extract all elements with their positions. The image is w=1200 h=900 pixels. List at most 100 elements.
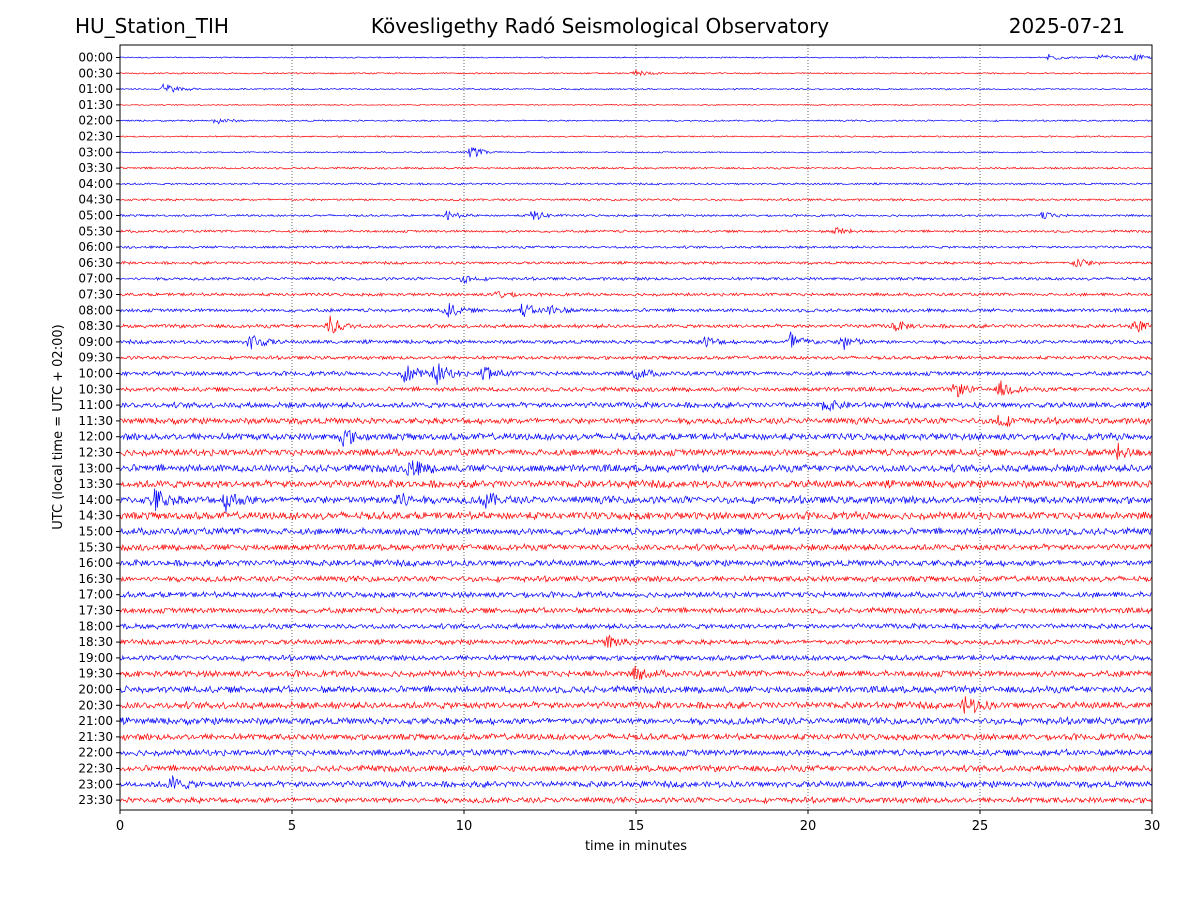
trace-17-30 [119, 606, 1153, 615]
y-tick-label: 10:30 [78, 382, 113, 396]
trace-05-30 [119, 226, 1153, 235]
trace-14-00 [119, 488, 1153, 513]
trace-04-00 [119, 182, 1153, 186]
trace-22-30 [119, 764, 1153, 774]
x-tick-label: 0 [116, 819, 124, 834]
y-tick-label: 03:00 [78, 145, 113, 159]
trace-12-30 [119, 442, 1153, 460]
y-tick-label: 02:00 [78, 114, 113, 128]
trace-16-00 [119, 558, 1153, 568]
trace-11-30 [119, 414, 1153, 427]
x-axis-label: time in minutes [585, 839, 687, 854]
y-tick-label: 05:00 [78, 209, 113, 223]
y-tick-label: 07:00 [78, 272, 113, 286]
trace-03-30 [119, 166, 1153, 170]
trace-02-00 [119, 118, 1153, 125]
trace-16-30 [119, 574, 1153, 584]
y-tick-label: 20:30 [78, 698, 113, 712]
y-tick-label: 13:00 [78, 461, 113, 475]
y-tick-label: 19:00 [78, 651, 113, 665]
trace-10-00 [119, 363, 1153, 385]
trace-07-30 [119, 290, 1153, 299]
trace-08-00 [119, 303, 1153, 318]
x-tick-label: 20 [800, 819, 817, 834]
y-tick-label: 00:00 [78, 51, 113, 65]
trace-00-30 [119, 69, 1153, 77]
y-tick-label: 01:00 [78, 82, 113, 96]
y-tick-label: 12:00 [78, 430, 113, 444]
y-tick-label: 08:30 [78, 319, 113, 333]
y-tick-label: 08:00 [78, 303, 113, 317]
trace-11-00 [119, 399, 1153, 412]
trace-07-00 [119, 275, 1153, 285]
trace-21-00 [119, 716, 1153, 727]
trace-08-30 [119, 315, 1153, 334]
trace-15-30 [119, 542, 1153, 552]
x-tick-label: 15 [628, 819, 645, 834]
trace-20-00 [119, 684, 1153, 695]
chart-date: 2025-07-21 [1008, 14, 1125, 38]
y-tick-label: 11:30 [78, 414, 113, 428]
trace-09-30 [119, 354, 1153, 361]
trace-04-30 [119, 197, 1153, 202]
seismic-traces [119, 53, 1153, 805]
grid-lines [291, 45, 981, 810]
y-tick-label: 16:00 [78, 556, 113, 570]
y-tick-label: 03:30 [78, 161, 113, 175]
y-tick-label: 07:30 [78, 288, 113, 302]
trace-02-30 [119, 135, 1153, 138]
y-tick-label: 20:00 [78, 683, 113, 697]
trace-13-00 [119, 460, 1153, 477]
trace-21-30 [119, 732, 1153, 742]
y-tick-label: 21:30 [78, 730, 113, 744]
y-tick-label: 17:30 [78, 604, 113, 618]
y-tick-label: 16:30 [78, 572, 113, 586]
y-tick-label: 17:00 [78, 588, 113, 602]
x-tick-label: 5 [288, 819, 296, 834]
y-tick-label: 19:30 [78, 667, 113, 681]
trace-18-00 [119, 622, 1153, 631]
y-tick-label: 22:30 [78, 762, 113, 776]
y-tick-label: 02:30 [78, 130, 113, 144]
y-tick-label: 12:30 [78, 446, 113, 460]
y-tick-label: 23:30 [78, 793, 113, 807]
y-tick-label: 00:30 [78, 66, 113, 80]
trace-12-00 [119, 429, 1153, 447]
y-axis-label: UTC (local time = UTC + 02:00) [51, 324, 66, 529]
y-tick-label: 23:00 [78, 777, 113, 791]
trace-18-30 [119, 634, 1153, 648]
trace-03-00 [119, 147, 1153, 158]
y-tick-label: 09:00 [78, 335, 113, 349]
y-tick-label: 10:00 [78, 367, 113, 381]
trace-13-30 [119, 479, 1153, 490]
trace-00-00 [119, 53, 1153, 62]
x-tick-label: 25 [972, 819, 989, 834]
station-name: HU_Station_TIH [75, 14, 229, 38]
y-tick-label: 21:00 [78, 714, 113, 728]
trace-06-00 [119, 244, 1153, 250]
trace-20-30 [119, 696, 1153, 714]
y-tick-label: 15:00 [78, 525, 113, 539]
trace-19-30 [119, 665, 1153, 680]
y-tick-label: 09:30 [78, 351, 113, 365]
y-tick-label: 18:00 [78, 619, 113, 633]
trace-22-00 [119, 748, 1153, 758]
trace-09-00 [119, 331, 1153, 351]
trace-10-30 [119, 380, 1153, 398]
y-tick-label: 04:30 [78, 193, 113, 207]
trace-23-30 [119, 796, 1153, 805]
y-tick-label: 13:30 [78, 477, 113, 491]
trace-14-30 [119, 510, 1153, 521]
trace-05-00 [119, 210, 1153, 221]
y-tick-label: 22:00 [78, 746, 113, 760]
trace-01-30 [119, 103, 1153, 106]
y-tick-label: 18:30 [78, 635, 113, 649]
chart-title: Kövesligethy Radó Seismological Observat… [370, 14, 830, 38]
y-tick-label: 15:30 [78, 540, 113, 554]
y-tick-label: 11:00 [78, 398, 113, 412]
y-tick-label: 14:00 [78, 493, 113, 507]
x-axis: 0 5 10 15 20 25 30 [116, 810, 1160, 834]
trace-17-00 [119, 590, 1153, 599]
